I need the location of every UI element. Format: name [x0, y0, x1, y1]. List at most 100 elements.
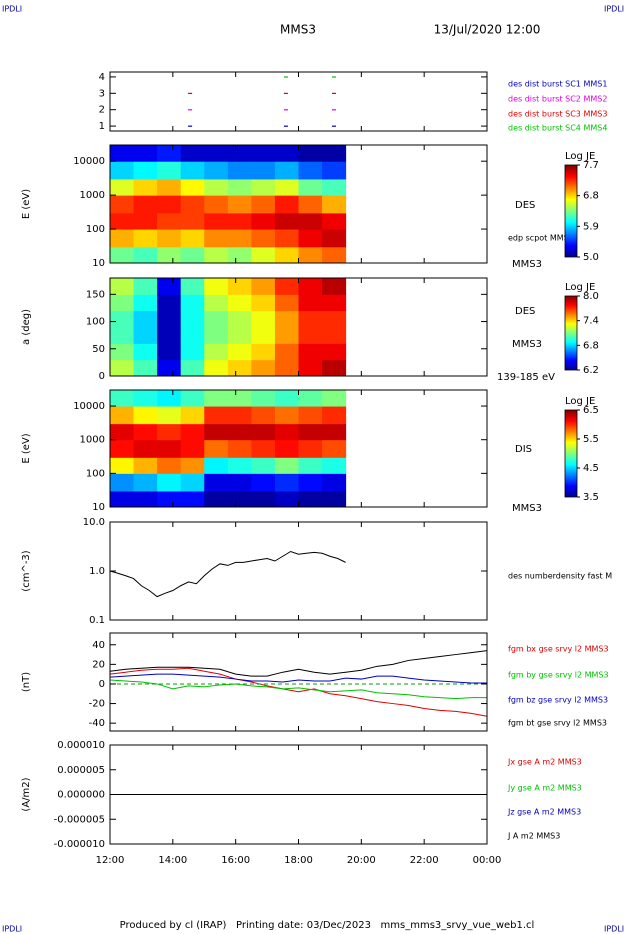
burst-mark — [188, 125, 193, 127]
corner-label: IPDLI — [604, 925, 624, 934]
y-tick-label: 0.1 — [89, 615, 105, 626]
heatmap-cell — [251, 145, 276, 162]
heatmap-cell — [227, 390, 252, 407]
y-tick-label: 100 — [86, 468, 105, 479]
burst-mark — [332, 109, 337, 111]
legend-entry: des numberdensity fast M — [508, 572, 612, 581]
heatmap-cell — [110, 145, 135, 162]
heatmap-cell — [180, 161, 205, 180]
heatmap-cell — [298, 490, 323, 508]
heatmap-cell — [157, 343, 182, 361]
burst-mark — [332, 125, 337, 127]
y-tick-label: 0.000005 — [57, 765, 105, 776]
heatmap-cell — [204, 327, 229, 344]
heatmap-cell — [180, 178, 205, 196]
panel-label: MMS3 — [512, 259, 542, 270]
heatmap-cell — [157, 278, 182, 295]
heatmap-cell — [157, 390, 182, 407]
heatmap-cell — [110, 310, 135, 328]
legend-entry: fgm bx gse srvy l2 MMS3 — [508, 645, 609, 654]
y-tick-label: -20 — [89, 699, 105, 710]
heatmap-cell — [227, 178, 252, 196]
heatmap-cell — [298, 195, 323, 214]
heatmap-cell — [110, 278, 135, 295]
heatmap-cell — [157, 195, 182, 214]
heatmap-cell — [322, 490, 347, 508]
x-tick-label: 00:00 — [473, 855, 502, 866]
heatmap-cell — [274, 229, 299, 248]
heatmap-cell — [133, 343, 158, 361]
heatmap-cell — [227, 327, 252, 344]
heatmap-cell — [180, 490, 205, 508]
heatmap-cell — [227, 343, 252, 361]
heatmap-cell — [157, 310, 182, 328]
heatmap-cell — [251, 294, 276, 312]
heatmap-cell — [110, 390, 135, 407]
heatmap-cell — [251, 161, 276, 180]
heatmap-cell — [251, 178, 276, 196]
burst-mark — [283, 76, 288, 78]
colorbar-tick-label: 6.8 — [583, 191, 599, 202]
heatmap-cell — [227, 406, 252, 425]
heatmap-cell — [204, 294, 229, 312]
heatmap-cell — [133, 212, 158, 230]
y-tick-label: 0 — [99, 371, 105, 382]
heatmap-cell — [157, 212, 182, 230]
heatmap-cell — [251, 212, 276, 230]
heatmap-cell — [133, 294, 158, 312]
heatmap-cell — [274, 457, 299, 474]
heatmap-cell — [227, 212, 252, 230]
heatmap-cell — [227, 439, 252, 458]
heatmap-cell — [322, 278, 347, 295]
y-tick-label: 1000 — [80, 190, 105, 201]
colorbar-tick-label: 7.4 — [583, 316, 599, 327]
heatmap-cell — [204, 423, 229, 441]
heatmap-cell — [274, 390, 299, 407]
legend-entry: Jx gse A m2 MMS3 — [507, 758, 582, 767]
heatmap-cell — [180, 327, 205, 344]
burst-mark — [332, 92, 337, 95]
heatmap-cell — [204, 195, 229, 214]
heatmap-cell — [274, 161, 299, 180]
heatmap-cell — [133, 359, 158, 377]
heatmap-cell — [251, 439, 276, 458]
colorbar-tick-label: 6.5 — [583, 405, 599, 416]
heatmap-cell — [227, 490, 252, 508]
heatmap-cell — [227, 457, 252, 474]
heatmap-cell — [322, 145, 347, 162]
heatmap-cell — [110, 473, 135, 492]
y-tick-label: 10000 — [73, 156, 105, 167]
heatmap-cell — [133, 439, 158, 458]
heatmap-cell — [133, 229, 158, 248]
heatmap-cell — [204, 161, 229, 180]
panel-frame — [109, 521, 488, 621]
heatmap-cell — [157, 294, 182, 312]
heatmap-cell — [133, 406, 158, 425]
heatmap-cell — [322, 327, 347, 344]
heatmap-cell — [274, 473, 299, 492]
heatmap-cell — [110, 195, 135, 214]
colorbar-label: Log JE — [565, 151, 595, 162]
legend-entry: des dist burst SC4 MMS4 — [508, 124, 607, 133]
heatmap-cell — [204, 390, 229, 407]
heatmap-cell — [322, 343, 347, 361]
heatmap-cell — [133, 457, 158, 474]
heatmap-cell — [204, 343, 229, 361]
heatmap-cell — [298, 439, 323, 458]
heatmap-cell — [157, 359, 182, 377]
colorbar — [564, 409, 578, 498]
heatmap-cell — [227, 195, 252, 214]
heatmap-cell — [251, 490, 276, 508]
heatmap-cell — [110, 439, 135, 458]
burst-mark — [188, 109, 193, 111]
corner-label: IPDLI — [2, 925, 22, 934]
heatmap-cell — [298, 343, 323, 361]
colorbar-label: Log JE — [565, 282, 595, 293]
colorbar-tick-label: 5.9 — [583, 221, 599, 232]
title: MMS3 — [280, 23, 316, 37]
x-tick-label: 12:00 — [96, 855, 125, 866]
heatmap-cell — [110, 343, 135, 361]
heatmap-cell — [157, 439, 182, 458]
heatmap-cell — [157, 246, 182, 264]
heatmap-cell — [133, 327, 158, 344]
